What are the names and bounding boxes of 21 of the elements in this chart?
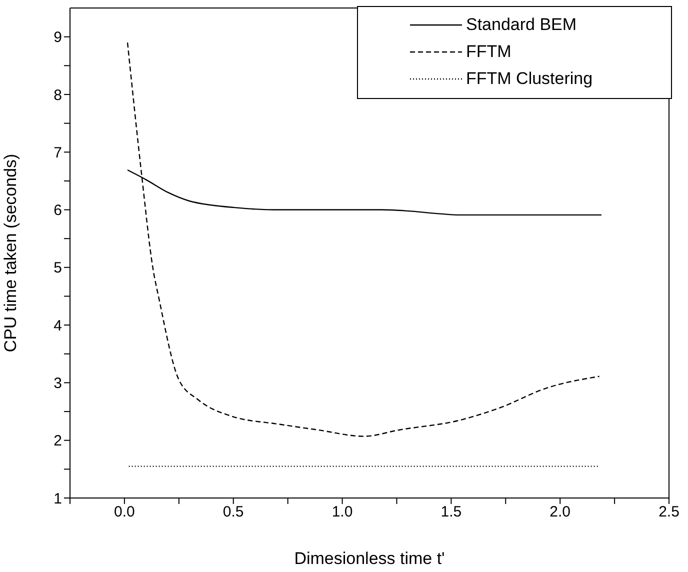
x-tick-label: 1.0 [332,504,353,521]
legend-label: FFTM [466,41,512,63]
line-series [126,42,600,437]
y-tick-label: 5 [54,260,62,277]
x-tick-label: 2.0 [550,504,571,521]
y-tick-label: 6 [54,202,62,220]
y-tick-label: 2 [54,432,62,450]
y-tick-label: 8 [54,86,62,104]
y-tick-label: 9 [54,29,62,46]
legend-label: Standard BEM [466,14,577,36]
y-tick-label: 3 [54,375,62,392]
x-tick-label: 0.5 [222,504,244,521]
legend-label: FFTM Clustering [466,68,593,90]
x-tick-label: 1.5 [440,504,462,521]
x-tick-label: 2.5 [658,504,680,521]
y-tick-label: 7 [54,144,62,162]
y-tick-label: 4 [54,317,62,334]
y-axis-title: CPU time taken (seconds) [1,154,20,352]
y-tick-label: 1 [54,490,62,508]
x-tick-label: 0.0 [114,504,135,521]
x-axis-title: Dimesionless time t' [294,549,445,568]
